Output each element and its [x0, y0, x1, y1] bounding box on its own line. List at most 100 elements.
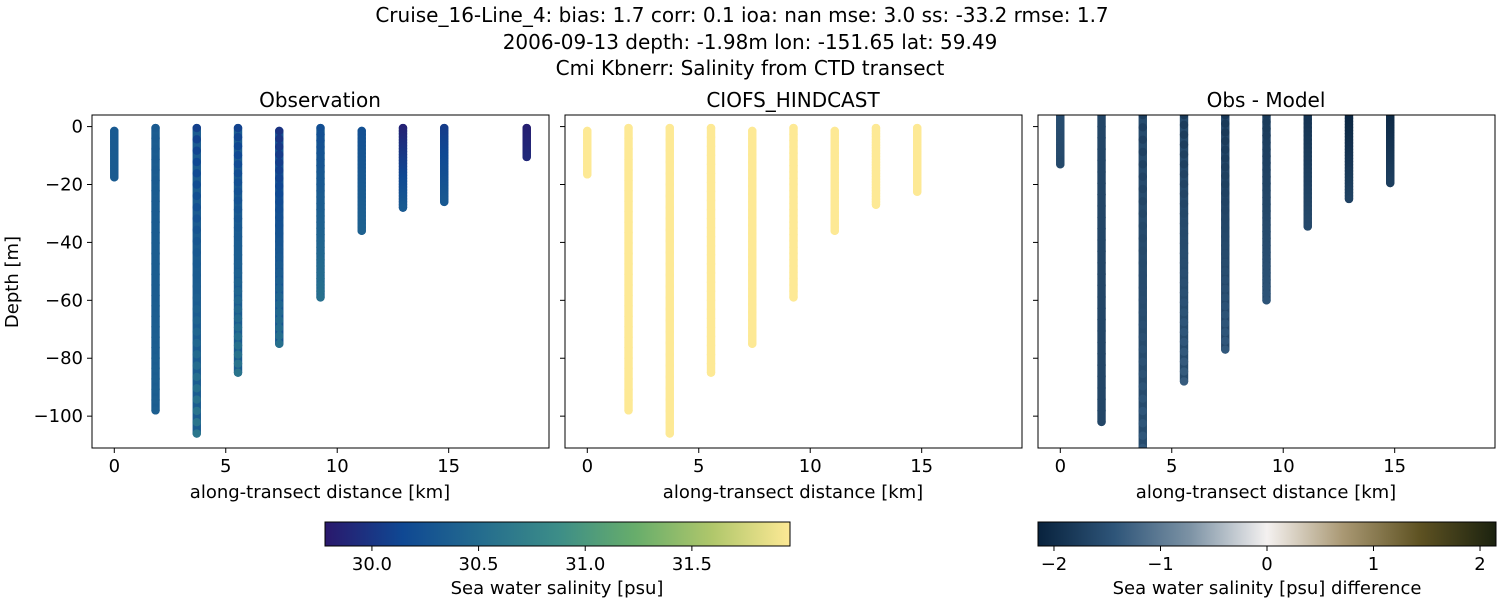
data-point	[1179, 229, 1189, 238]
data-point	[706, 169, 716, 178]
data-point	[1097, 247, 1106, 256]
profile-column	[583, 126, 592, 179]
data-point	[151, 176, 160, 185]
data-point	[1179, 248, 1189, 258]
data-point	[1097, 133, 1106, 142]
data-point	[275, 197, 284, 207]
data-point	[151, 217, 160, 227]
data-point	[1097, 417, 1106, 427]
data-point	[316, 199, 325, 208]
data-point	[706, 323, 716, 332]
data-point	[706, 350, 716, 359]
y-tick-label: −100	[34, 406, 83, 427]
data-point	[748, 339, 757, 348]
data-point	[748, 229, 757, 238]
data-point	[275, 166, 284, 175]
profile-column	[1097, 115, 1106, 427]
data-point	[1262, 193, 1271, 202]
data-point	[316, 268, 325, 277]
data-point	[316, 286, 325, 296]
data-point	[1097, 360, 1106, 370]
data-point	[1221, 319, 1230, 328]
data-point	[233, 214, 243, 223]
profile-column	[233, 123, 243, 377]
data-point	[151, 197, 160, 206]
data-point	[1221, 197, 1230, 207]
data-point	[151, 291, 160, 300]
data-point	[665, 191, 674, 201]
data-point	[624, 217, 633, 227]
data-point	[789, 180, 798, 189]
data-point	[624, 165, 633, 175]
data-point	[665, 225, 674, 235]
data-point	[233, 223, 243, 232]
data-point	[706, 132, 716, 142]
data-point	[1262, 227, 1271, 236]
data-point	[789, 243, 798, 252]
data-point	[233, 350, 243, 359]
data-point	[192, 429, 201, 438]
data-point	[1179, 357, 1189, 366]
data-point	[275, 244, 284, 254]
y-axis-label: Depth [m]	[2, 236, 23, 328]
x-axis-label: along-transect distance [km]	[663, 482, 923, 503]
data-point	[665, 429, 674, 438]
profile-column	[1386, 115, 1395, 188]
data-point	[316, 186, 325, 195]
data-point	[1179, 199, 1189, 208]
colorbar-ticks: 30.0 30.5 31.0 31.5	[352, 546, 712, 575]
data-point	[665, 418, 674, 427]
data-point	[151, 301, 160, 310]
x-tick-label: 15	[1383, 456, 1406, 477]
x-tick-label: 10	[1272, 456, 1295, 477]
data-point	[1262, 248, 1271, 257]
data-point	[275, 260, 284, 270]
data-point	[748, 300, 757, 309]
data-point	[665, 248, 674, 257]
data-point	[1097, 269, 1106, 279]
data-point	[151, 343, 160, 352]
data-point	[316, 205, 325, 214]
data-point	[316, 148, 325, 158]
data-point	[192, 372, 201, 382]
data-point	[233, 368, 243, 377]
data-point	[275, 323, 284, 333]
profile-column	[665, 123, 674, 438]
data-point	[1179, 337, 1189, 347]
data-point	[275, 308, 284, 317]
data-point	[1138, 123, 1147, 132]
data-point	[1138, 431, 1147, 440]
profile-column	[871, 123, 881, 209]
data-point	[1262, 117, 1271, 127]
data-point	[1221, 206, 1230, 215]
colorbar-gradient	[324, 521, 791, 547]
data-point	[748, 197, 757, 207]
panel-difference: Obs - Model 0 5 10 15 along-transect distan…	[1033, 88, 1496, 503]
data-point	[192, 135, 201, 144]
data-point	[748, 323, 757, 333]
colorbar-gradient	[1037, 521, 1497, 547]
data-point	[624, 353, 633, 363]
data-point	[1097, 406, 1106, 415]
data-point	[316, 161, 325, 170]
x-tick-label: 15	[437, 456, 460, 477]
data-point	[624, 249, 633, 258]
data-point	[706, 123, 716, 133]
data-point	[192, 270, 201, 280]
panel-model: CIOFS_HINDCAST 0 5 10 15 along-transect dis…	[560, 88, 1023, 503]
data-point	[1097, 144, 1106, 154]
data-point	[665, 180, 674, 189]
data-point	[1097, 326, 1106, 336]
data-point	[233, 277, 243, 287]
axes-frame	[564, 114, 1023, 449]
data-point	[1097, 122, 1106, 131]
data-point	[1097, 258, 1106, 267]
data-point	[706, 296, 716, 305]
data-point	[316, 167, 325, 177]
data-point	[665, 304, 674, 314]
data-point	[624, 343, 633, 352]
data-point	[1179, 327, 1189, 337]
data-point	[275, 339, 284, 348]
data-point	[706, 232, 716, 241]
data-point	[748, 174, 757, 183]
